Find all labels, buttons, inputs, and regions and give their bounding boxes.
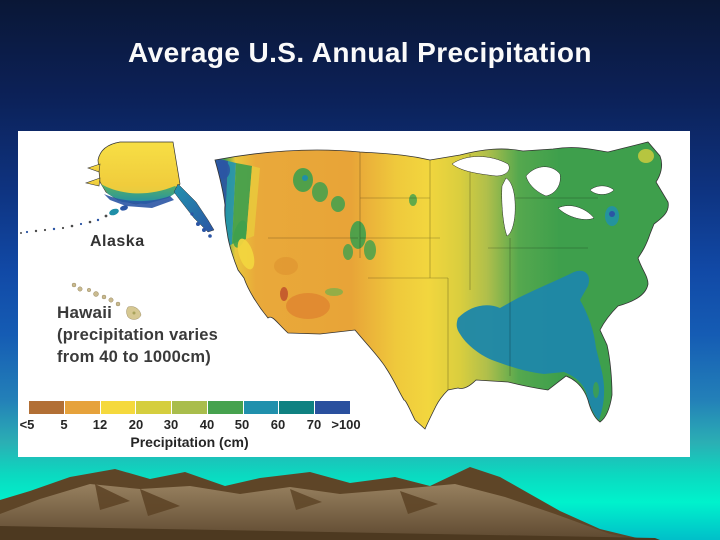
lake-huron xyxy=(525,166,561,197)
mountain-facet xyxy=(95,484,130,510)
rockies-teal-dot xyxy=(302,175,308,181)
adirondack-blue-dot xyxy=(609,211,615,217)
legend-swatch xyxy=(207,401,243,414)
colorado-green-patch xyxy=(364,240,376,260)
nw-coast-teal-strip xyxy=(224,161,236,250)
legend-tick: >100 xyxy=(331,417,361,432)
hawaii-note-line1: (precipitation varies xyxy=(57,326,218,344)
legend-swatch xyxy=(64,401,100,414)
maine-yellowgreen-patch xyxy=(638,149,654,163)
hawaii-island xyxy=(93,291,99,297)
mountain-facet xyxy=(400,491,438,514)
legend-swatch-row xyxy=(29,401,351,414)
great-lakes xyxy=(451,156,615,237)
legend-tick: 20 xyxy=(128,417,144,432)
sw-orange-patch xyxy=(286,293,330,319)
nv-orange-patch xyxy=(274,257,298,275)
legend-tick: 70 xyxy=(306,417,322,432)
alaska-south-fringe xyxy=(104,194,174,208)
legend-tick: <5 xyxy=(19,417,35,432)
alaska-west-prong xyxy=(84,177,101,187)
panhandle-island xyxy=(208,234,212,238)
nw-coast-green-strip xyxy=(232,163,252,244)
panhandle-island xyxy=(196,222,200,226)
deep-south-teal-region xyxy=(456,270,605,420)
hawaii-label-block: Hawaii (precipitation varies from 40 to … xyxy=(57,302,218,368)
hawaii-island xyxy=(108,297,114,303)
legend-tick: 50 xyxy=(234,417,250,432)
legend-title: Precipitation (cm) xyxy=(130,434,249,450)
legend-tick: 30 xyxy=(163,417,179,432)
legend-swatch xyxy=(29,401,64,414)
state-boundaries xyxy=(268,151,598,390)
legend-swatch xyxy=(315,401,351,414)
hawaii-note-line2: from 40 to 1000cm) xyxy=(57,348,211,366)
mountain-facet xyxy=(290,489,322,510)
florida-green-patch xyxy=(593,382,599,398)
mountain-silhouette xyxy=(0,467,660,540)
legend-swatch xyxy=(172,401,207,414)
panhandle-island xyxy=(190,212,194,216)
precipitation-legend: <5 5 12 20 30 40 50 60 70 >100 Precipita… xyxy=(18,131,690,457)
hawaii-big-island-spot xyxy=(132,311,136,315)
us-precipitation-map xyxy=(214,141,669,430)
olympic-blue-patch xyxy=(216,161,230,179)
mountain-facet xyxy=(140,489,180,516)
legend-tick: 60 xyxy=(270,417,286,432)
rockies-green-patch xyxy=(312,182,328,202)
hawaii-island xyxy=(115,301,121,307)
legend-tick: 5 xyxy=(60,417,68,432)
lake-erie xyxy=(557,205,595,220)
panhandle-island xyxy=(202,228,206,232)
lake-michigan xyxy=(501,177,516,237)
map-panel: Alaska Hawaii (precipitation varies from… xyxy=(18,131,690,457)
legend-tick: 12 xyxy=(92,417,108,432)
lake-superior xyxy=(451,156,510,177)
legend-swatch xyxy=(279,401,315,414)
slide-title: Average U.S. Annual Precipitation xyxy=(128,37,592,68)
nw-yellow-strip xyxy=(246,166,260,239)
hawaii-islands xyxy=(71,282,142,320)
alaska-panhandle xyxy=(173,183,215,233)
hawaii-island xyxy=(71,282,77,288)
black-hills-green-patch xyxy=(409,194,417,206)
colorado-green-patch xyxy=(350,221,366,249)
colorado-green-patch xyxy=(343,244,353,260)
mountain-base-band xyxy=(0,526,660,540)
hawaii-island xyxy=(101,294,107,300)
aleutian-chain xyxy=(20,214,108,234)
ca-valley-yellow-patch xyxy=(237,238,255,270)
lake-ontario xyxy=(589,185,615,195)
alaska-label: Alaska xyxy=(90,233,145,250)
legend-swatch xyxy=(243,401,279,414)
hawaii-label: Hawaii xyxy=(57,303,113,322)
legend-swatch xyxy=(136,401,172,414)
kodiak-island xyxy=(120,205,128,211)
alaska-west-prong xyxy=(87,163,101,173)
desert-red-spot xyxy=(280,287,288,301)
yellowstone-green-patch xyxy=(331,196,345,212)
az-green-patch xyxy=(325,288,343,296)
legend-swatch xyxy=(100,401,136,414)
hawaii-island xyxy=(77,286,83,292)
alaska-map xyxy=(20,141,215,238)
legend-tick: 40 xyxy=(199,417,215,432)
kodiak-island xyxy=(109,208,119,216)
hawaii-island xyxy=(87,287,92,292)
